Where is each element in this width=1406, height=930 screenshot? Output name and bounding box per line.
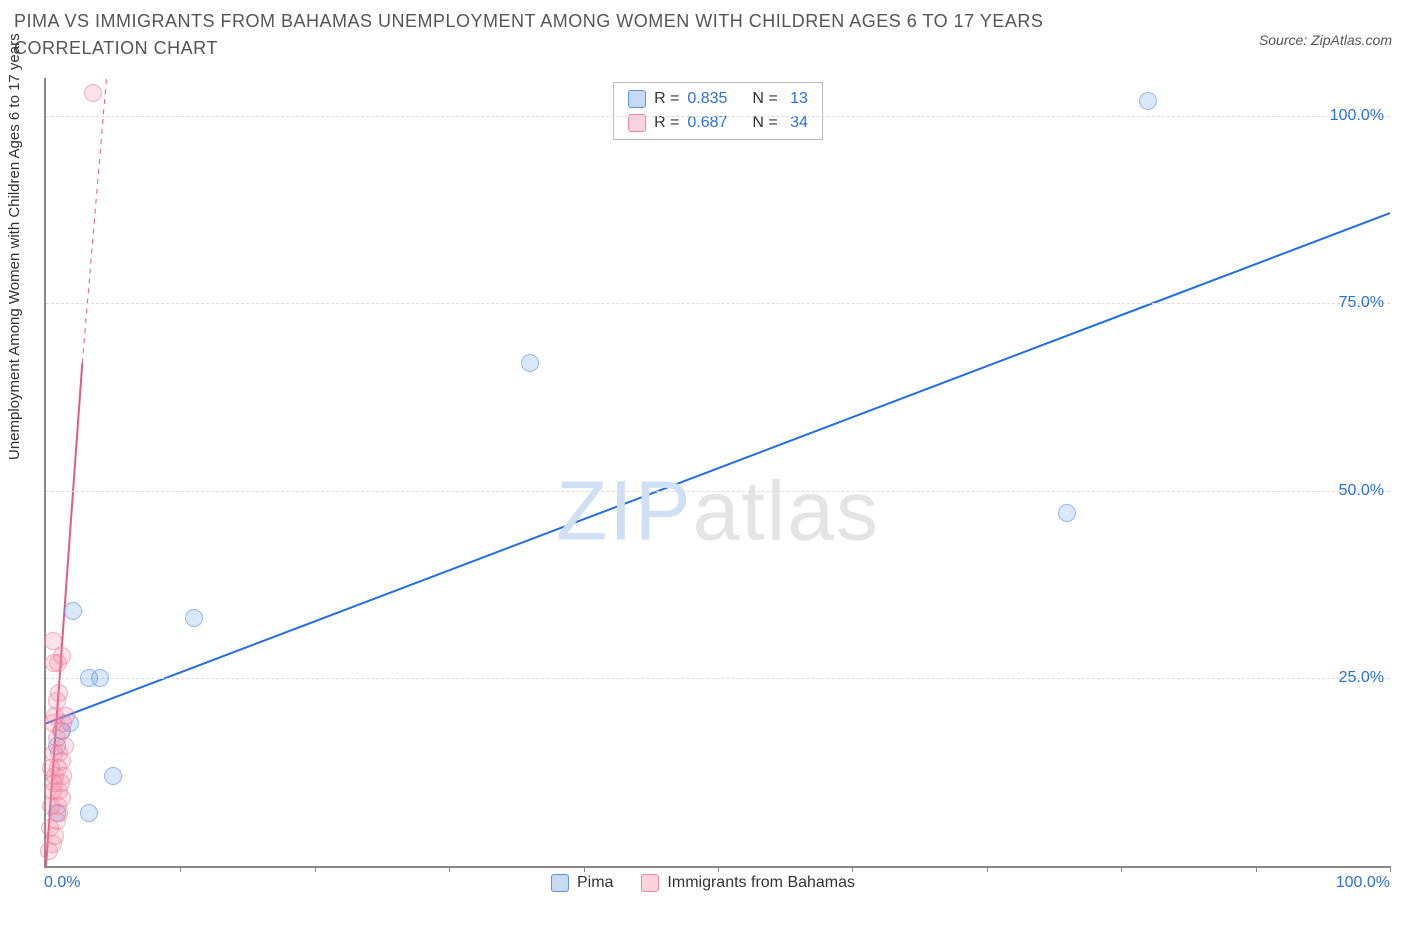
stat-r-label: R = <box>654 87 679 111</box>
x-tick <box>180 866 181 872</box>
x-tick <box>1121 866 1122 872</box>
x-tick <box>852 866 853 872</box>
x-tick <box>449 866 450 872</box>
data-point <box>84 84 102 102</box>
source-citation: Source: ZipAtlas.com <box>1259 32 1392 48</box>
x-tick <box>584 866 585 872</box>
trend-line <box>82 78 106 363</box>
x-tick <box>1390 866 1391 872</box>
data-point <box>57 707 75 725</box>
legend-label: Immigrants from Bahamas <box>667 874 855 892</box>
legend-swatch <box>551 874 569 892</box>
x-axis-min-label: 0.0% <box>44 874 80 892</box>
x-tick <box>987 866 988 872</box>
y-tick-label: 50.0% <box>1339 482 1384 500</box>
data-point <box>80 804 98 822</box>
series-legend: Pima Immigrants from Bahamas <box>551 874 855 892</box>
trend-line <box>46 213 1390 723</box>
y-axis-label: Unemployment Among Women with Children A… <box>6 33 23 460</box>
gridline <box>46 491 1390 492</box>
data-point <box>53 647 71 665</box>
data-point <box>44 632 62 650</box>
header-row: PIMA VS IMMIGRANTS FROM BAHAMAS UNEMPLOY… <box>14 8 1392 62</box>
legend-swatch <box>628 90 646 108</box>
data-point <box>91 669 109 687</box>
data-point <box>50 684 68 702</box>
x-tick <box>718 866 719 872</box>
legend-item: Pima <box>551 874 613 892</box>
gridline <box>46 303 1390 304</box>
stat-n-label: N = <box>752 87 777 111</box>
data-point <box>1139 92 1157 110</box>
x-tick <box>1256 866 1257 872</box>
data-point <box>185 609 203 627</box>
correlation-stats-box: R = 0.835 N = 13 R = 0.687 N = 34 <box>613 82 823 140</box>
legend-label: Pima <box>577 874 613 892</box>
chart-title: PIMA VS IMMIGRANTS FROM BAHAMAS UNEMPLOY… <box>14 8 1134 62</box>
gridline <box>46 678 1390 679</box>
stat-r-value: 0.835 <box>687 87 727 111</box>
legend-swatch <box>641 874 659 892</box>
x-axis-max-label: 100.0% <box>1336 874 1390 892</box>
stat-n-value: 13 <box>786 87 808 111</box>
x-tick <box>315 866 316 872</box>
y-tick-label: 100.0% <box>1330 107 1384 125</box>
trend-lines-layer <box>46 78 1390 866</box>
gridline <box>46 116 1390 117</box>
y-tick-label: 75.0% <box>1339 294 1384 312</box>
data-point <box>521 354 539 372</box>
stat-row: R = 0.835 N = 13 <box>628 87 808 111</box>
scatter-chart: ZIPatlas R = 0.835 N = 13 R = 0.687 N = … <box>44 78 1390 868</box>
legend-swatch <box>628 114 646 132</box>
data-point <box>104 767 122 785</box>
data-point <box>1058 504 1076 522</box>
data-point <box>64 602 82 620</box>
legend-item: Immigrants from Bahamas <box>641 874 855 892</box>
y-tick-label: 25.0% <box>1339 669 1384 687</box>
